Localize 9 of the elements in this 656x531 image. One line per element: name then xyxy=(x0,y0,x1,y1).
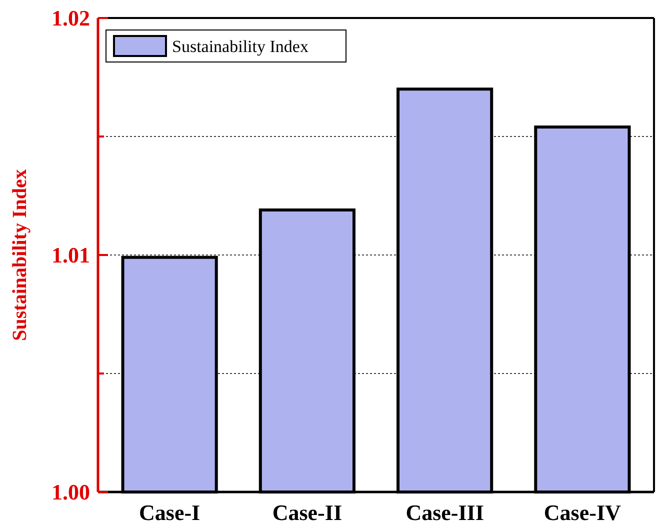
x-tick-label: Case-I xyxy=(139,500,200,525)
legend-label: Sustainability Index xyxy=(172,37,309,56)
y-axis-title: Sustainability Index xyxy=(9,169,31,341)
y-tick-label: 1.00 xyxy=(52,480,90,505)
x-tick-label: Case-II xyxy=(272,500,342,525)
x-tick-label: Case-IV xyxy=(544,500,622,525)
x-tick-label: Case-III xyxy=(406,500,484,525)
y-tick-label: 1.01 xyxy=(52,242,90,268)
y-tick-label: 1.02 xyxy=(52,6,90,31)
